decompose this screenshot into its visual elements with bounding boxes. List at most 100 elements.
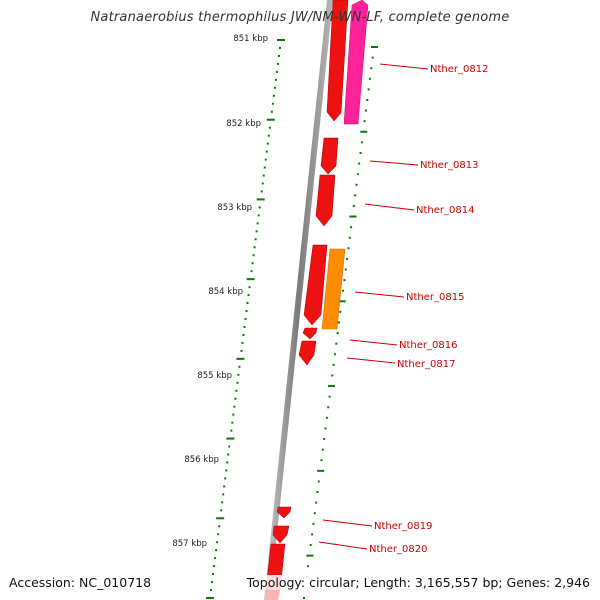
kbp-minor-tick xyxy=(217,533,220,536)
kbp-major-tick xyxy=(206,597,214,599)
gene-nther-0815[interactable] xyxy=(303,244,328,326)
gene-nther-0817[interactable] xyxy=(298,340,317,366)
gene-pink-feature[interactable] xyxy=(343,0,369,125)
gene-nther-0816[interactable] xyxy=(302,327,318,340)
kbp-minor-tick xyxy=(237,373,240,376)
kbp-label: 851 kbp xyxy=(233,34,268,44)
kbp-minor-tick xyxy=(238,365,241,368)
kbp-minor-tick xyxy=(252,254,255,257)
feature-minor-tick xyxy=(368,77,371,80)
gene-nther-0814[interactable] xyxy=(315,174,336,227)
feature-minor-tick xyxy=(348,236,351,239)
kbp-minor-tick xyxy=(274,78,277,81)
kbp-label: 854 kbp xyxy=(208,287,243,297)
kbp-major-tick xyxy=(236,357,245,360)
gene-nther-0812[interactable] xyxy=(326,0,349,122)
gene-nther-0819[interactable] xyxy=(276,506,292,519)
feature-major-tick xyxy=(327,385,335,388)
kbp-minor-tick xyxy=(276,62,279,65)
feature-minor-tick xyxy=(335,342,338,345)
feature-minor-tick xyxy=(363,120,366,123)
kbp-minor-tick xyxy=(232,413,235,416)
gene-faded-continuation xyxy=(265,590,280,600)
kbp-minor-tick xyxy=(275,70,278,73)
feature-minor-tick xyxy=(338,321,340,324)
feature-minor-tick xyxy=(342,289,345,292)
kbp-minor-tick xyxy=(257,214,260,217)
gene-nther-0813[interactable] xyxy=(320,137,339,175)
kbp-minor-tick xyxy=(233,405,236,408)
kbp-minor-tick xyxy=(261,182,264,185)
feature-minor-tick xyxy=(367,88,370,91)
kbp-minor-tick xyxy=(218,525,221,528)
feature-minor-tick xyxy=(328,395,331,398)
kbp-label: 856 kbp xyxy=(184,455,219,465)
topology-summary: Topology: circular; Length: 3,165,557 bp… xyxy=(244,575,590,590)
kbp-minor-tick xyxy=(260,190,263,193)
kbp-minor-tick xyxy=(210,589,213,592)
feature-minor-tick xyxy=(327,406,330,409)
feature-major-tick xyxy=(371,46,378,48)
kbp-minor-tick xyxy=(231,421,234,424)
feature-minor-tick xyxy=(313,512,316,515)
kbp-minor-tick xyxy=(225,469,228,472)
leader-line xyxy=(322,519,373,527)
feature-major-tick xyxy=(338,300,346,303)
feature-minor-tick xyxy=(332,363,335,366)
kbp-minor-tick xyxy=(254,238,257,241)
genome-backbone xyxy=(264,0,333,600)
feature-minor-tick xyxy=(311,533,314,536)
feature-major-tick xyxy=(306,554,314,557)
kbp-minor-tick xyxy=(214,557,217,560)
leader-line xyxy=(318,541,368,550)
kbp-tick-track xyxy=(206,39,285,599)
feature-major-tick xyxy=(349,215,357,218)
feature-minor-tick xyxy=(360,141,363,144)
gene-labels: Nther_0812 Nther_0813 Nther_0814 Nther_0… xyxy=(369,64,488,555)
feature-minor-tick xyxy=(315,501,318,504)
feature-minor-tick xyxy=(321,448,324,451)
kbp-minor-tick xyxy=(236,381,239,384)
kbp-minor-tick xyxy=(270,110,273,113)
feature-minor-tick xyxy=(320,459,323,462)
genome-title: Natranaerobius thermophilus JW/NM-WN-LF,… xyxy=(90,10,510,25)
kbp-minor-tick xyxy=(241,341,244,344)
kbp-minor-tick xyxy=(244,318,247,320)
gene-features xyxy=(265,0,369,600)
feature-minor-tick xyxy=(323,438,326,441)
kbp-major-tick xyxy=(226,437,235,440)
kbp-minor-tick xyxy=(226,461,229,464)
kbp-minor-tick xyxy=(267,134,270,137)
kbp-label: 855 kbp xyxy=(197,371,232,381)
gene-label-nther-0815: Nther_0815 xyxy=(406,292,464,303)
gene-orange-feature[interactable] xyxy=(321,248,346,330)
feature-minor-tick xyxy=(303,597,305,599)
gene-label-nther-0820: Nther_0820 xyxy=(369,544,427,555)
kbp-minor-tick xyxy=(234,397,237,400)
kbp-minor-tick xyxy=(211,581,214,584)
kbp-minor-tick xyxy=(248,286,251,289)
gene-label-nther-0819: Nther_0819 xyxy=(374,521,432,532)
feature-minor-tick xyxy=(316,491,319,494)
kbp-major-tick xyxy=(246,278,255,281)
kbp-minor-tick xyxy=(266,142,269,145)
gene-label-nther-0812: Nther_0812 xyxy=(430,64,488,75)
kbp-minor-tick xyxy=(256,222,259,225)
kbp-minor-tick xyxy=(253,246,256,249)
feature-minor-tick xyxy=(370,67,373,70)
feature-minor-tick xyxy=(312,522,315,525)
kbp-minor-tick xyxy=(265,150,268,153)
gene-nther-0820[interactable] xyxy=(272,525,290,544)
kbp-major-tick xyxy=(216,517,225,520)
gene-label-nther-0816: Nther_0816 xyxy=(399,340,457,351)
feature-minor-tick xyxy=(344,268,347,271)
leader-line xyxy=(369,160,419,166)
feature-minor-tick xyxy=(317,480,320,483)
feature-minor-tick xyxy=(324,427,327,430)
leader-line xyxy=(379,63,429,70)
feature-minor-tick xyxy=(309,544,312,547)
kbp-minor-tick xyxy=(216,541,219,544)
gene-label-nther-0817: Nther_0817 xyxy=(397,359,455,370)
gene-label-nther-0813: Nther_0813 xyxy=(420,160,478,171)
